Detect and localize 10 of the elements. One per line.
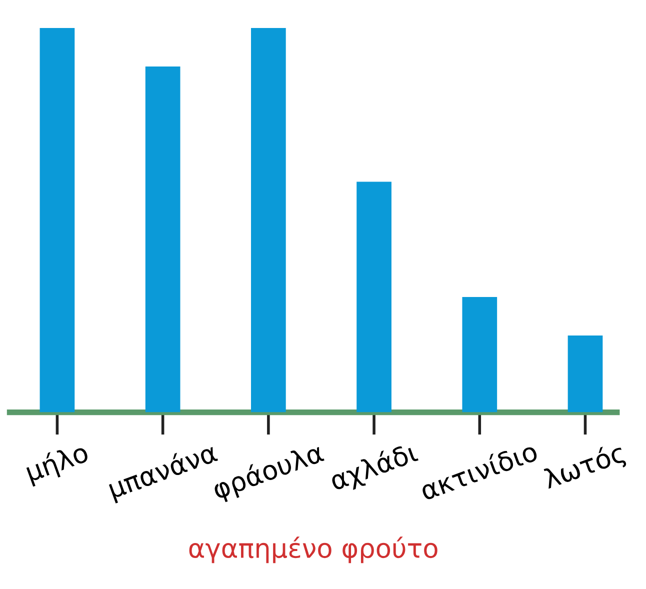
bar	[40, 28, 75, 412]
bar	[462, 297, 498, 412]
bar	[568, 335, 603, 412]
x-tick-label: μήλο	[24, 440, 92, 487]
x-tick-label: αχλάδι	[328, 440, 420, 496]
bar	[356, 182, 392, 412]
x-axis-title: αγαπημένο φρούτο	[189, 536, 438, 564]
bar	[251, 28, 286, 412]
x-tick-label: λωτός	[541, 440, 628, 494]
bar	[145, 66, 180, 412]
